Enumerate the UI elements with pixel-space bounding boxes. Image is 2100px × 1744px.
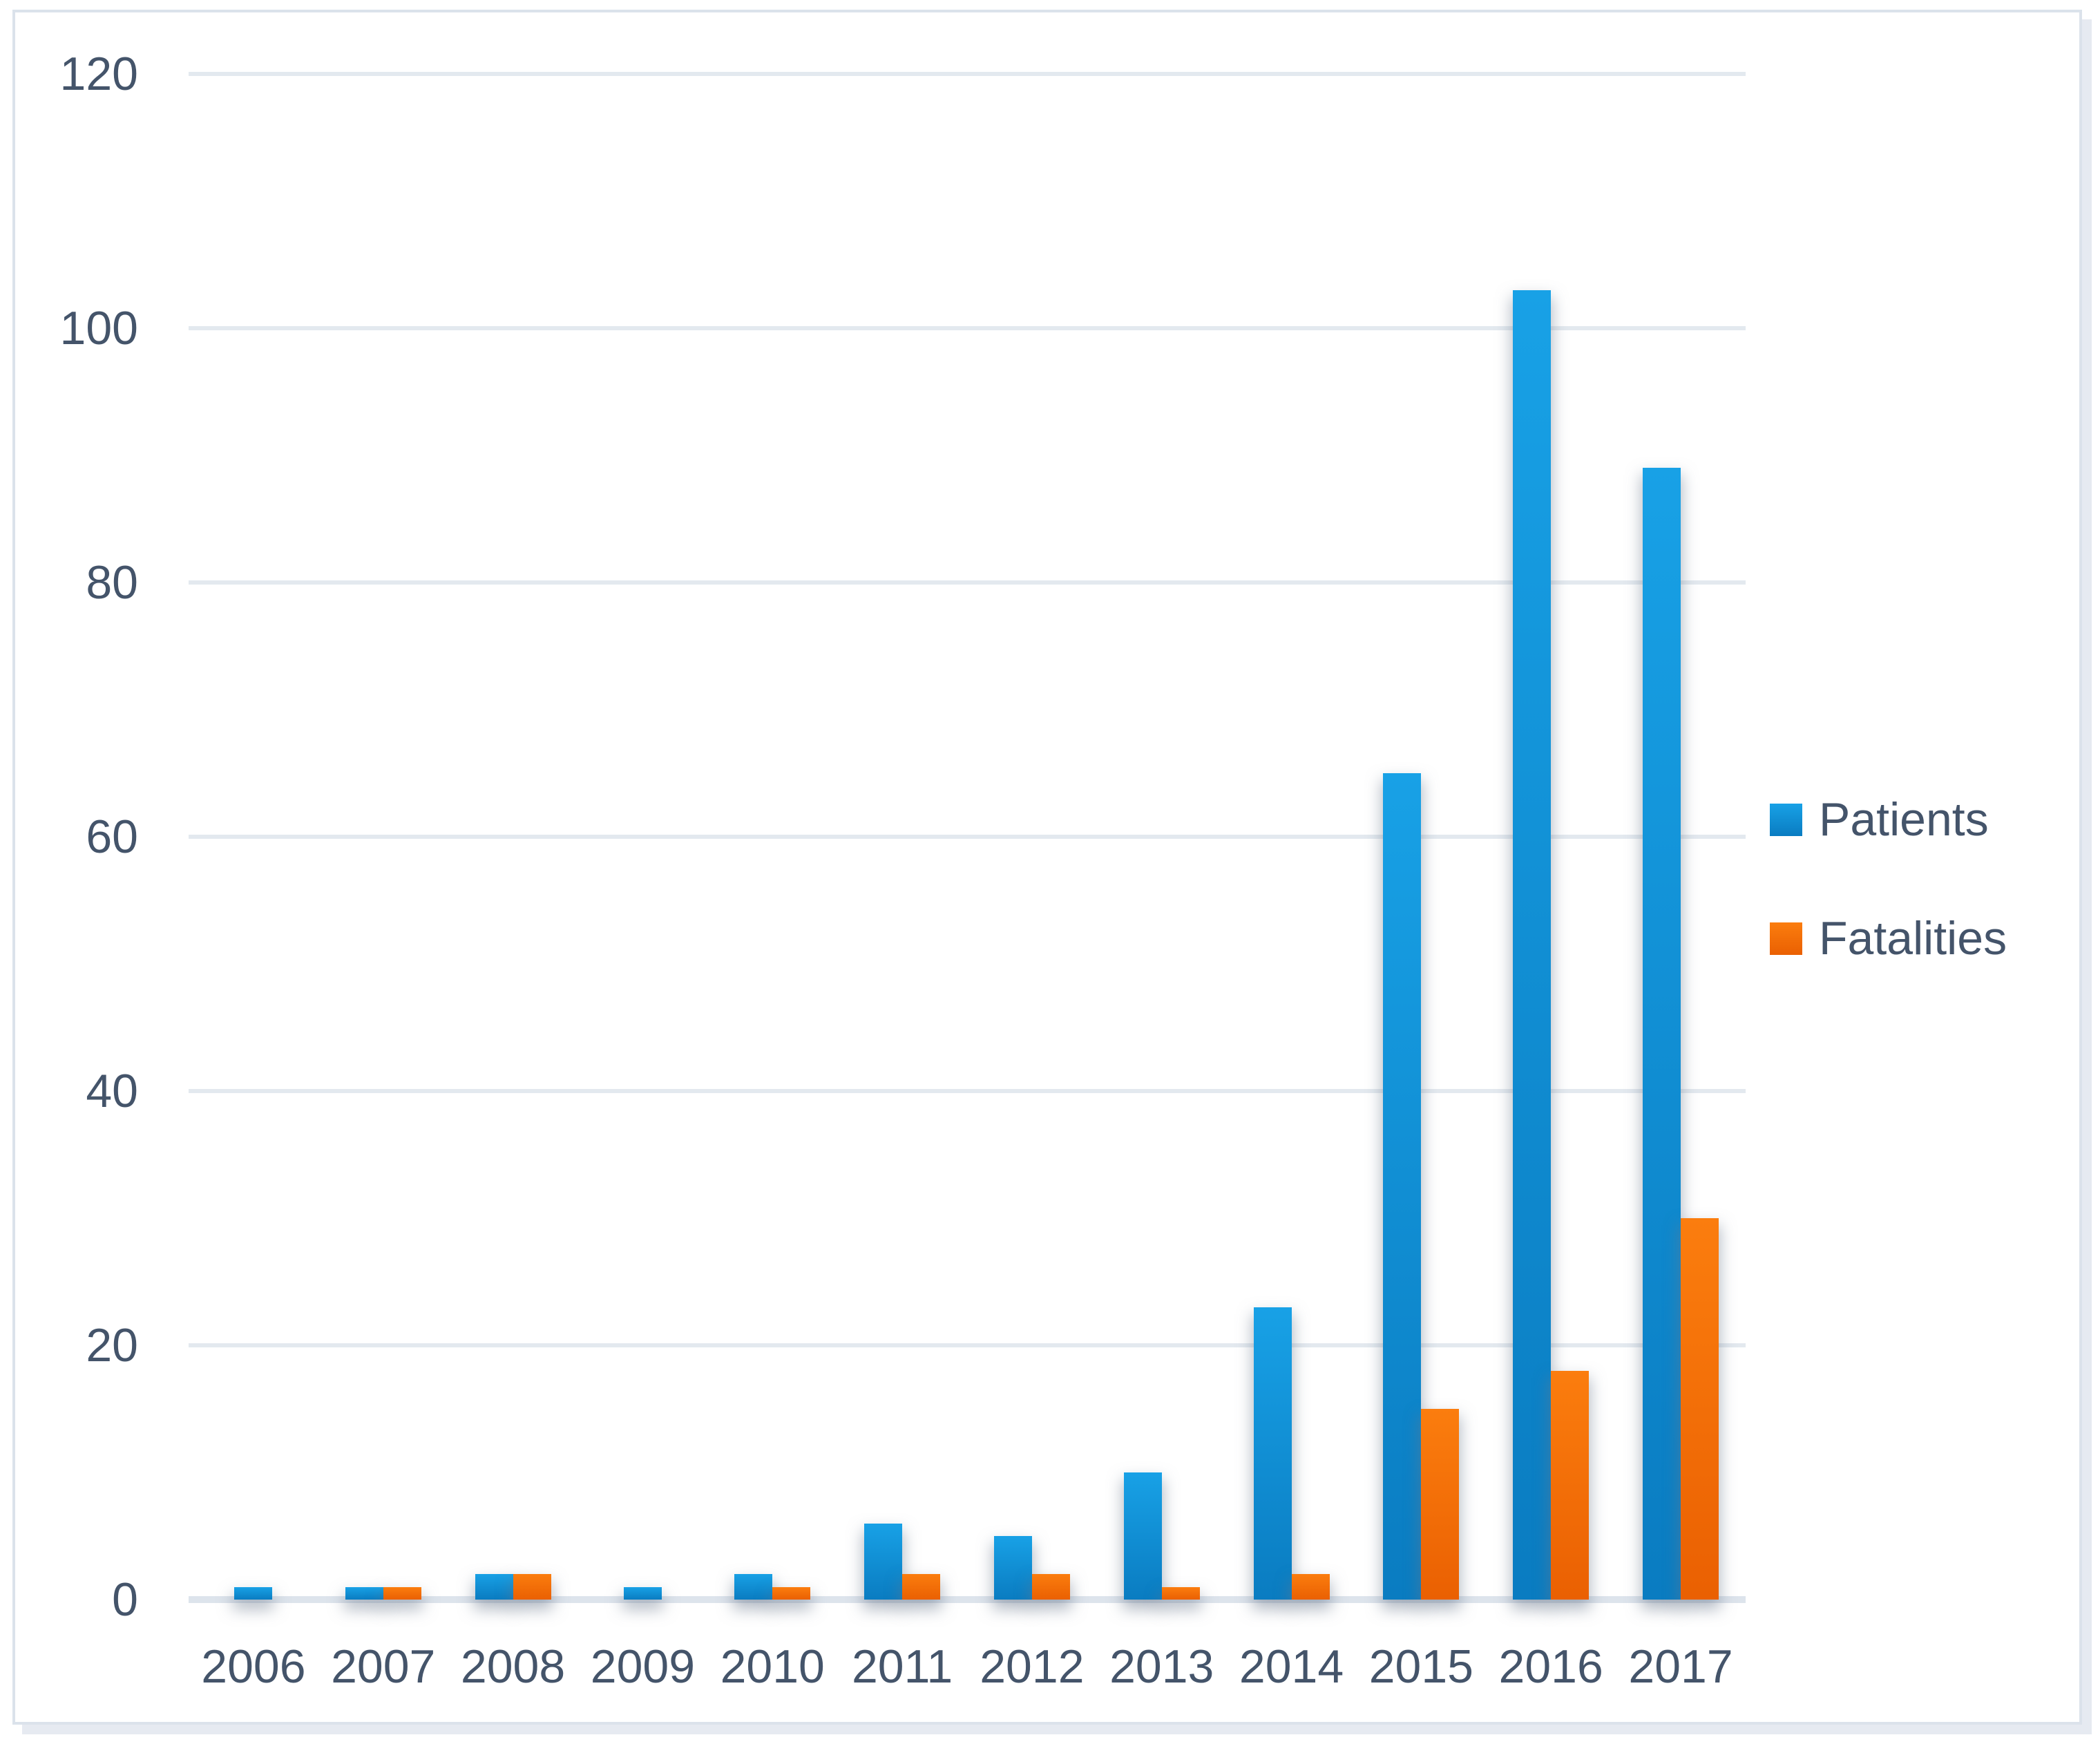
patients-bar-2015 — [1383, 773, 1422, 1600]
chart-frame — [12, 10, 2082, 1725]
fatalities-bar-2015 — [1421, 1409, 1460, 1600]
category-slot-2009 — [578, 74, 707, 1600]
category-slot-2011 — [837, 74, 967, 1600]
gridline-40 — [189, 1089, 1746, 1093]
x-tick-2006: 2006 — [201, 1640, 306, 1693]
y-tick-120: 120 — [59, 48, 138, 100]
x-tick-2009: 2009 — [590, 1640, 696, 1693]
category-slot-2013 — [1097, 74, 1227, 1600]
x-tick-2012: 2012 — [980, 1640, 1085, 1693]
y-tick-80: 80 — [86, 556, 138, 609]
x-tick-2010: 2010 — [720, 1640, 825, 1693]
y-tick-0: 0 — [112, 1573, 138, 1626]
patients-bar-2012 — [993, 1536, 1032, 1600]
legend-label-patients: Patients — [1819, 793, 1989, 846]
category-slot-2008 — [448, 74, 578, 1600]
fatalities-swatch-icon — [1770, 922, 1802, 955]
y-tick-100: 100 — [59, 302, 138, 354]
patients-bar-2007 — [345, 1586, 383, 1600]
gridline-60 — [189, 835, 1746, 839]
category-slot-2015 — [1356, 74, 1486, 1600]
fatalities-bar-2013 — [1161, 1586, 1200, 1600]
x-tick-2017: 2017 — [1628, 1640, 1733, 1693]
category-slot-2014 — [1227, 74, 1357, 1600]
patients-bar-2017 — [1643, 468, 1681, 1600]
x-tick-2007: 2007 — [331, 1640, 436, 1693]
x-tick-2014: 2014 — [1239, 1640, 1344, 1693]
fatalities-bar-2012 — [1031, 1574, 1070, 1600]
legend-item-patients: Patients — [1770, 795, 2007, 844]
category-slot-2007 — [318, 74, 448, 1600]
fatalities-bar-2010 — [772, 1586, 811, 1600]
category-slot-2010 — [707, 74, 837, 1600]
legend: Patients Fatalities — [1770, 795, 2007, 963]
x-tick-2008: 2008 — [460, 1640, 566, 1693]
y-tick-40: 40 — [86, 1065, 138, 1117]
x-tick-2011: 2011 — [851, 1640, 953, 1693]
plot-area — [189, 74, 1746, 1600]
patients-bar-2009 — [623, 1586, 662, 1600]
gridline-100 — [189, 326, 1746, 330]
category-slot-2017 — [1616, 74, 1746, 1600]
fatalities-bar-2017 — [1681, 1218, 1719, 1600]
patients-bar-2008 — [475, 1574, 513, 1600]
fatalities-bar-2011 — [902, 1574, 941, 1600]
patients-bar-2006 — [234, 1586, 273, 1600]
fatalities-bar-2007 — [383, 1586, 421, 1600]
category-slot-2016 — [1486, 74, 1616, 1600]
x-axis-labels: 2006 2007 2008 2009 2010 2011 2012 2013 2014 2015… — [189, 1632, 1746, 1701]
x-tick-2016: 2016 — [1498, 1640, 1603, 1693]
gridline-20 — [189, 1343, 1746, 1347]
patients-swatch-icon — [1770, 803, 1802, 836]
gridline-80 — [189, 580, 1746, 585]
x-tick-2015: 2015 — [1368, 1640, 1473, 1693]
patients-bar-2011 — [864, 1523, 903, 1600]
fatalities-bar-2014 — [1291, 1574, 1330, 1600]
fatalities-bar-2016 — [1551, 1370, 1590, 1600]
patients-bar-2014 — [1253, 1307, 1292, 1600]
category-slot-2012 — [967, 74, 1097, 1600]
y-tick-20: 20 — [86, 1319, 138, 1372]
fatalities-bar-2008 — [513, 1574, 551, 1600]
category-slot-2006 — [189, 74, 318, 1600]
gridline-120 — [189, 72, 1746, 76]
gridline-0 — [189, 1596, 1746, 1603]
y-tick-60: 60 — [86, 811, 138, 863]
patients-bar-2016 — [1513, 290, 1552, 1600]
legend-item-fatalities: Fatalities — [1770, 913, 2007, 963]
patients-bar-2010 — [734, 1574, 773, 1600]
legend-label-fatalities: Fatalities — [1819, 912, 2007, 965]
x-tick-2013: 2013 — [1109, 1640, 1214, 1693]
patients-bar-2013 — [1123, 1472, 1162, 1600]
